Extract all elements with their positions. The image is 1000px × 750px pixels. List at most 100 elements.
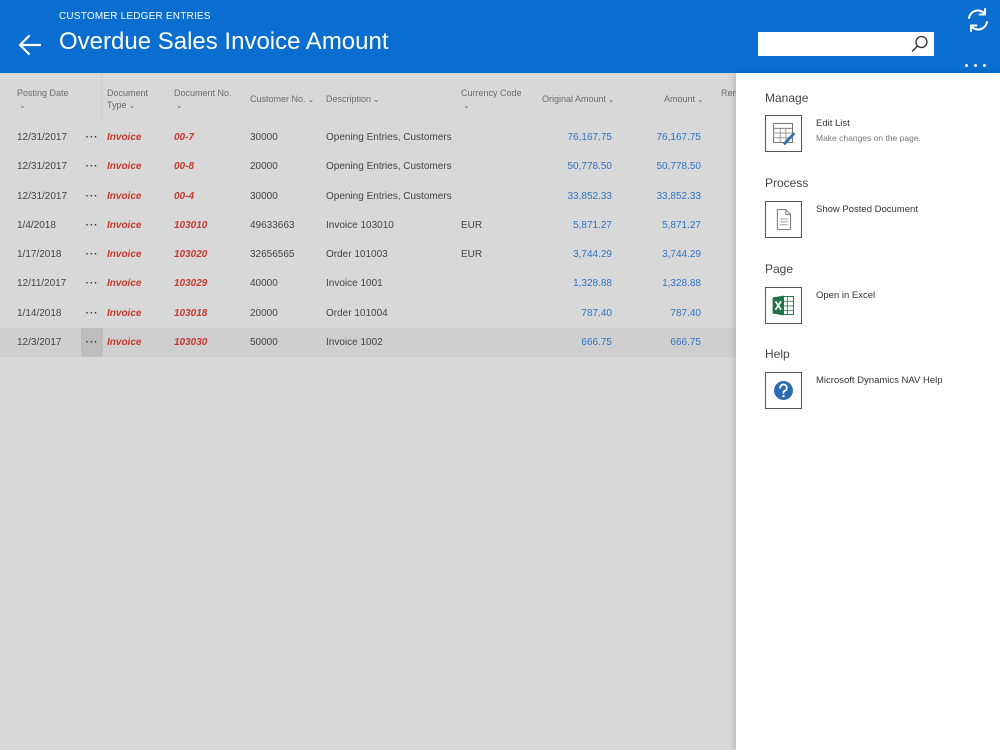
search-input[interactable]	[758, 32, 908, 56]
show-posted-document-label: Show Posted Document	[816, 204, 918, 215]
cell-original-amount-link[interactable]: 666.75	[581, 336, 612, 348]
cell-customer-no: 49633663	[250, 219, 295, 231]
cell-amount-link[interactable]: 787.40	[670, 307, 701, 319]
show-posted-document-action[interactable]: Show Posted Document	[765, 201, 995, 241]
nav-help-action[interactable]: Microsoft Dynamics NAV Help	[765, 372, 995, 412]
cell-document-no-link[interactable]: 103020	[174, 249, 208, 260]
more-icon[interactable]	[962, 54, 994, 70]
cell-document-no-link[interactable]: 103030	[174, 336, 208, 348]
section-help-title: Help	[765, 347, 790, 361]
cell-document-type: Invoice	[107, 249, 142, 260]
cell-original-amount-link[interactable]: 33,852.33	[567, 190, 613, 202]
row-actions-button[interactable]: ···	[85, 249, 99, 260]
column-header-amount[interactable]: Amount ⌄	[664, 93, 704, 143]
cell-description: Order 101004	[326, 307, 388, 319]
column-header-posting-date[interactable]: Posting Date ⌄	[17, 87, 69, 137]
row-actions-button[interactable]: ···	[85, 132, 99, 143]
cell-document-no-link[interactable]: 103029	[174, 278, 208, 290]
action-pane: Manage Edit List Make changes on the pag…	[736, 73, 1000, 750]
cell-amount-link[interactable]: 5,871.27	[662, 219, 701, 231]
cell-original-amount-link[interactable]: 787.40	[581, 307, 612, 319]
open-in-excel-label: Open in Excel	[816, 290, 876, 301]
table-row[interactable]: 1/4/2018 ··· Invoice 103010 49633663 Invoice …	[0, 211, 736, 240]
cell-amount-link[interactable]: 76,167.75	[656, 132, 702, 143]
column-label: Type	[107, 100, 127, 110]
cell-description: Opening Entries, Customers	[326, 190, 452, 202]
cell-description: Invoice 1002	[326, 336, 383, 348]
cell-original-amount-link[interactable]: 5,871.27	[573, 219, 612, 231]
cell-posting-date: 12/11/2017	[17, 278, 67, 290]
cell-currency-code: EUR	[461, 219, 483, 231]
column-header-original-amount[interactable]: Original Amount ⌄	[542, 93, 615, 143]
chevron-down-icon: ⌄	[463, 101, 470, 110]
cell-document-type: Invoice	[107, 336, 142, 348]
help-icon	[765, 372, 802, 409]
table-row[interactable]: 12/31/2017 ··· Invoice 00-8 20000 Opening Ent…	[0, 152, 736, 181]
table-row[interactable]: 12/3/2017 ··· Invoice 103030 50000 Invoice 10…	[0, 327, 736, 357]
chevron-down-icon: ⌄	[19, 101, 26, 110]
cell-document-no-link[interactable]: 00-4	[174, 190, 195, 202]
column-header-description[interactable]: Description ⌄	[326, 93, 380, 143]
table-row[interactable]: 1/17/2018 ··· Invoice 103020 32656565 Order 1…	[0, 240, 736, 269]
cell-posting-date: 12/31/2017	[17, 132, 68, 143]
cell-document-type: Invoice	[107, 307, 142, 319]
open-in-excel-action[interactable]: Open in Excel	[765, 287, 995, 327]
cell-document-type: Invoice	[107, 161, 142, 173]
edit-list-subtitle: Make changes on the page.	[816, 133, 921, 143]
column-header-document-no[interactable]: Document No. ⌄	[174, 87, 232, 137]
column-header-remaining[interactable]: Rem	[721, 87, 736, 137]
arrow-left-icon[interactable]	[14, 29, 46, 61]
cell-original-amount-link[interactable]: 3,744.29	[573, 249, 612, 260]
row-actions-button[interactable]: ···	[85, 161, 99, 173]
cell-document-no-link[interactable]: 00-8	[174, 161, 195, 173]
row-actions-button[interactable]: ···	[85, 278, 99, 290]
edit-list-label: Edit List	[816, 118, 850, 129]
column-header-customer-no[interactable]: Customer No. ⌄	[250, 93, 314, 143]
cell-original-amount-link[interactable]: 76,167.75	[567, 132, 613, 143]
column-header-currency-code[interactable]: Currency Code ⌄	[461, 87, 522, 137]
document-icon	[765, 201, 802, 238]
chevron-down-icon: ⌄	[128, 101, 136, 110]
cell-original-amount-link[interactable]: 50,778.50	[567, 161, 613, 173]
chevron-down-icon: ⌄	[697, 95, 704, 104]
column-divider	[101, 73, 102, 123]
column-label: Description	[326, 94, 372, 104]
nav-help-label: Microsoft Dynamics NAV Help	[816, 375, 943, 386]
column-label: Document No.	[174, 88, 232, 98]
cell-document-type: Invoice	[107, 219, 142, 231]
cell-document-no-link[interactable]: 103010	[174, 219, 208, 231]
cell-description: Invoice 1001	[326, 278, 383, 290]
table-row[interactable]: 12/31/2017 ··· Invoice 00-7 30000 Opening Ent…	[0, 123, 736, 152]
table-row[interactable]: 1/14/2018 ··· Invoice 103018 20000 Order 1010…	[0, 299, 736, 328]
cell-original-amount-link[interactable]: 1,328.88	[573, 278, 612, 290]
section-manage-title: Manage	[765, 91, 809, 105]
cell-amount-link[interactable]: 1,328.88	[662, 278, 701, 290]
table-row[interactable]: 12/31/2017 ··· Invoice 00-4 30000 Opening Ent…	[0, 182, 736, 211]
cell-document-type: Invoice	[107, 190, 142, 202]
column-header-document-type[interactable]: Document Type ⌄	[107, 87, 148, 137]
refresh-icon[interactable]	[964, 6, 992, 34]
table-row[interactable]: 12/11/2017 ··· Invoice 103029 40000 Invoice 1…	[0, 269, 736, 298]
cell-customer-no: 20000	[250, 307, 278, 319]
row-actions-button[interactable]: ···	[85, 307, 99, 319]
search-box[interactable]	[758, 32, 934, 56]
cell-amount-link[interactable]: 3,744.29	[662, 249, 701, 260]
cell-currency-code: EUR	[461, 249, 483, 260]
row-actions-button[interactable]: ···	[85, 190, 99, 202]
cell-description: Invoice 103010	[326, 219, 394, 231]
cell-document-no-link[interactable]: 103018	[174, 307, 208, 319]
page-header: CUSTOMER LEDGER ENTRIES Overdue Sales In…	[0, 0, 1000, 73]
row-actions-button[interactable]: ···	[81, 327, 103, 357]
excel-icon	[765, 287, 802, 324]
cell-description: Opening Entries, Customers	[326, 132, 452, 143]
cell-amount-link[interactable]: 50,778.50	[656, 161, 702, 173]
edit-list-action[interactable]: Edit List Make changes on the page.	[765, 115, 995, 155]
cell-customer-no: 40000	[250, 278, 278, 290]
search-icon[interactable]	[910, 34, 930, 54]
row-actions-button[interactable]: ···	[85, 219, 99, 231]
cell-document-no-link[interactable]: 00-7	[174, 132, 195, 143]
cell-amount-link[interactable]: 33,852.33	[656, 190, 702, 202]
chevron-down-icon: ⌄	[176, 101, 183, 110]
cell-amount-link[interactable]: 666.75	[670, 336, 701, 348]
column-label: Amount	[664, 94, 696, 104]
